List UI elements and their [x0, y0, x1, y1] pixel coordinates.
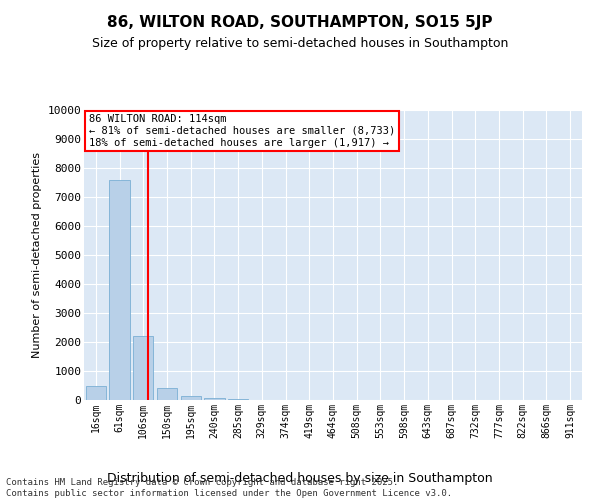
Bar [157, 388, 177, 400]
Bar [181, 396, 201, 400]
Bar [109, 180, 130, 400]
Text: 86, WILTON ROAD, SOUTHAMPTON, SO15 5JP: 86, WILTON ROAD, SOUTHAMPTON, SO15 5JP [107, 15, 493, 30]
Bar [228, 399, 248, 400]
Y-axis label: Number of semi-detached properties: Number of semi-detached properties [32, 152, 42, 358]
Bar [205, 398, 224, 400]
Bar [86, 386, 106, 400]
Text: Distribution of semi-detached houses by size in Southampton: Distribution of semi-detached houses by … [107, 472, 493, 485]
Bar [133, 336, 154, 400]
Text: Size of property relative to semi-detached houses in Southampton: Size of property relative to semi-detach… [92, 38, 508, 51]
Text: 86 WILTON ROAD: 114sqm
← 81% of semi-detached houses are smaller (8,733)
18% of : 86 WILTON ROAD: 114sqm ← 81% of semi-det… [89, 114, 395, 148]
Text: Contains HM Land Registry data © Crown copyright and database right 2025.
Contai: Contains HM Land Registry data © Crown c… [6, 478, 452, 498]
